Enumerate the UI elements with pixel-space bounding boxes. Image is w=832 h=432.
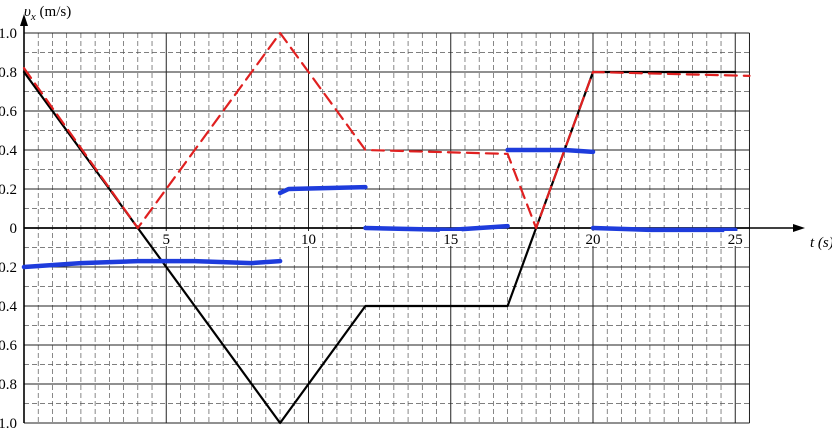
x-tick-label-bg [159, 231, 173, 246]
series-1-line [22, 31, 751, 230]
x-tick-label-bg [297, 231, 320, 246]
x-tick-label: 25 [728, 232, 743, 248]
y-tick-label: −0.2 [0, 260, 17, 276]
series-2-segment [505, 147, 596, 155]
y-tick-label: 0.2 [0, 182, 17, 198]
tick-labels: 1.0 0.8 0.6 0.4 0.2 0 −0.2 −0.4 −0.6 −0.8 −1.0 5 10 1… [0, 26, 747, 432]
y-axis-unit: (m/s) [36, 4, 71, 20]
x-tick-label: 5 [163, 232, 171, 248]
y-tick-label: −0.8 [0, 377, 17, 393]
series-layer [21, 31, 751, 425]
series-2-segment [277, 184, 368, 196]
y-axis-symbol: υ [24, 4, 31, 20]
x-axis-title: t (s) [810, 235, 832, 251]
y-tick-label: 0 [10, 221, 18, 237]
y-tick-label: −0.4 [0, 299, 17, 315]
x-tick-label-bg [439, 231, 462, 246]
y-axis-arrow [20, 14, 28, 26]
y-tick-label: −0.6 [0, 338, 17, 354]
x-tick-label: 15 [443, 232, 458, 248]
series-2-segment [363, 223, 510, 233]
y-tick-label: 0.8 [0, 65, 17, 81]
x-tick-label: 10 [301, 232, 316, 248]
x-axis-arrow [793, 224, 805, 232]
y-tick-label: 1.0 [0, 26, 17, 42]
y-axis-subscript: x [30, 11, 36, 23]
y-axis-title: υx (m/s) [24, 4, 71, 23]
x-tick-label: 20 [586, 232, 601, 248]
y-tick-label: −1.0 [0, 416, 17, 432]
series-2-segment [21, 258, 283, 270]
y-tick-label: 0.4 [0, 143, 18, 159]
x-tick-label-bg [582, 231, 604, 246]
series-2-segment [590, 225, 738, 233]
x-tick-label-bg [724, 231, 747, 246]
y-tick-label: 0.6 [0, 104, 18, 120]
